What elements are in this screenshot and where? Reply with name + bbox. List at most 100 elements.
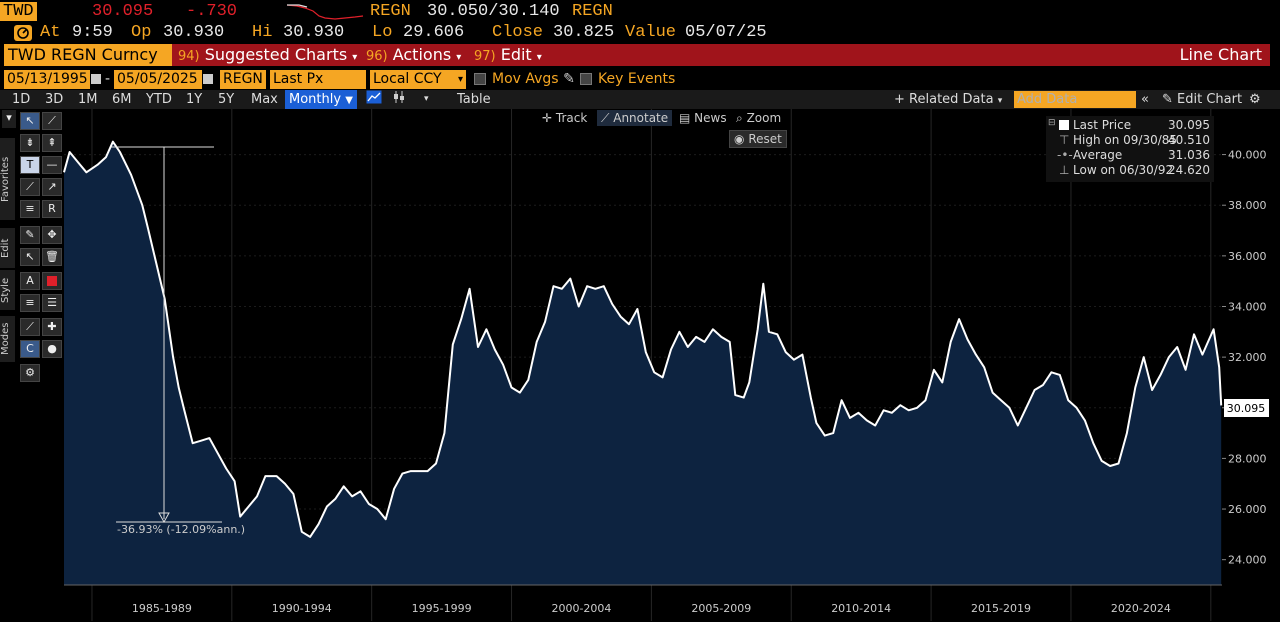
magnet-icon[interactable]: C (20, 340, 40, 358)
legend-low-value: 24.620 (1168, 163, 1210, 177)
move-icon[interactable]: ✥ (42, 226, 62, 244)
price-line (63, 140, 1223, 538)
text-tool-icon[interactable]: T (20, 156, 40, 174)
news-label: News (694, 111, 727, 125)
period-6m[interactable]: 6M (112, 92, 132, 107)
edit-label: Edit (500, 45, 532, 64)
mov-avgs-toggle[interactable]: Mov Avgs ✎ (474, 70, 575, 89)
edit-tab[interactable]: Edit (0, 228, 15, 268)
value-label: Value (625, 23, 677, 42)
line-draw-icon[interactable]: ⟋ (42, 112, 62, 130)
zoom-button[interactable]: ⌕ Zoom (732, 110, 785, 126)
percent-tool-icon[interactable]: ⇞ (42, 134, 62, 152)
y-tick-label: 24.000 (1228, 554, 1267, 567)
security-field[interactable]: TWD REGN Curncy (4, 44, 172, 66)
horizontal-line-icon[interactable]: — (42, 156, 62, 174)
last-price-swatch (1059, 120, 1069, 130)
ray-icon[interactable]: ↗ (42, 178, 62, 196)
period-3d[interactable]: 3D (45, 92, 64, 107)
ticker-symbol[interactable]: TWD (0, 2, 37, 21)
palette-icon[interactable]: ● (42, 340, 62, 358)
chart-type-label: Line Chart (1179, 45, 1262, 64)
key-events-toggle[interactable]: Key Events (580, 70, 675, 89)
calendar-icon[interactable] (91, 74, 101, 84)
price-chart[interactable]: 24.00026.00028.00030.00032.00034.00036.0… (0, 109, 1280, 622)
legend-average-label: Average (1073, 148, 1123, 162)
suggested-charts-menu[interactable]: 94) Suggested Charts ▾ (178, 44, 357, 66)
annotate-button[interactable]: ⟋ Annotate (597, 110, 673, 126)
candlestick-icon[interactable] (392, 90, 406, 109)
pointer-icon[interactable]: ↖ (20, 112, 40, 130)
fibonacci-icon[interactable]: ⇟ (20, 134, 40, 152)
collapse-icon[interactable]: « (1141, 92, 1149, 107)
collapse-toolbar-icon[interactable]: ▾ (2, 110, 16, 128)
actions-menu[interactable]: 96) Actions ▾ (366, 44, 461, 66)
regression-icon[interactable]: R (42, 200, 62, 218)
pencil-icon[interactable]: ✎ (563, 71, 575, 87)
legend-high-label: High on 09/30/85 (1073, 133, 1178, 147)
net-change: -.730 (186, 2, 238, 21)
crosshair-icon: ✛ (542, 111, 553, 125)
add-data-input[interactable]: Add Data (1014, 91, 1136, 108)
command-bar: TWD REGN Curncy 94) Suggested Charts ▾ 9… (4, 44, 1270, 66)
channel-icon[interactable]: ≡ (20, 200, 40, 218)
period-1d[interactable]: 1D (12, 92, 31, 107)
x-tick-label: 2020-2024 (1111, 602, 1171, 615)
legend-last-price-label: Last Price (1073, 118, 1132, 132)
period-5y[interactable]: 5Y (218, 92, 235, 107)
period-1y[interactable]: 1Y (186, 92, 203, 107)
period-1m[interactable]: 1M (78, 92, 98, 107)
checkbox-icon[interactable] (474, 73, 486, 85)
brush-icon[interactable]: ✎ (20, 226, 40, 244)
trash-icon[interactable]: 🗑 (42, 248, 62, 266)
period-max[interactable]: Max (251, 92, 278, 107)
at-label: At (40, 23, 61, 42)
period-ytd[interactable]: YTD (146, 92, 172, 107)
dropdown-arrow-icon[interactable]: ▾ (424, 94, 429, 104)
reset-label: Reset (748, 132, 782, 146)
alert-icon[interactable] (14, 25, 32, 41)
line-chart-icon[interactable] (366, 90, 382, 109)
edit-menu[interactable]: 97) Edit ▾ (474, 44, 542, 66)
field-selector[interactable]: Last Px (270, 70, 366, 89)
currency-selector[interactable]: Local CCY ▾ (370, 70, 466, 89)
modes-tab[interactable]: Modes (0, 316, 15, 362)
news-button[interactable]: ▤ News (675, 110, 731, 126)
related-data-menu[interactable]: + Related Data ▾ (894, 90, 1002, 109)
trend-line-icon[interactable]: ⟋ (20, 178, 40, 196)
line-style-icon[interactable]: ☰ (42, 294, 62, 312)
actions-label: Actions (392, 45, 452, 64)
chart-legend[interactable]: ⊟ Last Price 30.095 ⊤ High on 09/30/85 4… (1046, 116, 1214, 182)
color-picker-icon[interactable] (42, 272, 62, 290)
checkbox-icon[interactable] (580, 73, 592, 85)
style-tab[interactable]: Style (0, 270, 15, 310)
price-area (64, 141, 1222, 585)
legend-collapse-icon[interactable]: ⊟ (1048, 118, 1056, 128)
favorites-tab[interactable]: Favorites (0, 138, 15, 220)
edit-number: 97) (474, 49, 496, 64)
y-tick-label: 26.000 (1228, 503, 1267, 516)
table-button[interactable]: Table (457, 92, 491, 107)
news-icon: ▤ (679, 111, 691, 125)
line-weight-icon[interactable]: ≡ (20, 294, 40, 312)
open-label: Op (131, 23, 152, 42)
settings-gear-icon[interactable]: ⚙ (20, 364, 40, 382)
edit-chart-button[interactable]: ✎ Edit Chart (1162, 90, 1242, 109)
reset-button[interactable]: ◉ Reset (729, 130, 787, 148)
calendar-icon[interactable] (203, 74, 213, 84)
eraser-icon[interactable]: ⟋ (20, 318, 40, 336)
track-button[interactable]: ✛ Track (538, 110, 591, 126)
start-date-field[interactable]: 05/13/1995 (4, 70, 90, 89)
select-icon[interactable]: ↖ (20, 248, 40, 266)
low-marker-icon: ⊥ (1059, 163, 1070, 177)
font-style-icon[interactable]: A (20, 272, 40, 290)
x-tick-label: 1990-1994 (272, 602, 332, 615)
dropdown-arrow-icon: ▼ (345, 95, 353, 106)
x-tick-label: 2005-2009 (691, 602, 751, 615)
gear-icon[interactable]: ⚙ (1249, 92, 1261, 107)
frequency-monthly[interactable]: Monthly ▼ (285, 90, 357, 109)
end-date-field[interactable]: 05/05/2025 (114, 70, 202, 89)
low-label: Lo (372, 23, 393, 42)
crosshair-icon[interactable]: ✚ (42, 318, 62, 336)
pricing-source-field[interactable]: REGN (220, 70, 266, 89)
